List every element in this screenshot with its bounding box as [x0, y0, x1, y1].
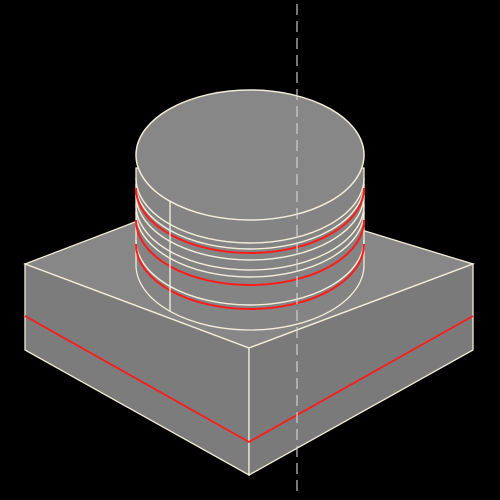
groove-3[interactable]: [135, 211, 365, 278]
base-right-face[interactable]: [248, 263, 474, 477]
groove-2[interactable]: [135, 194, 365, 261]
groove-edge-highlight-3[interactable]: [135, 243, 365, 310]
groove-edge-highlight-1[interactable]: [135, 187, 365, 254]
cylinder-top-face[interactable]: [135, 89, 365, 221]
cylinder-boss[interactable]: [135, 89, 365, 331]
groove-edge-highlight-2[interactable]: [135, 219, 365, 286]
base-split-line[interactable]: [24, 315, 474, 444]
groove-1-lower[interactable]: [135, 183, 365, 250]
groove-2-lower[interactable]: [135, 204, 365, 271]
groove-1[interactable]: [135, 177, 365, 244]
groove-3-lower[interactable]: [135, 239, 365, 306]
